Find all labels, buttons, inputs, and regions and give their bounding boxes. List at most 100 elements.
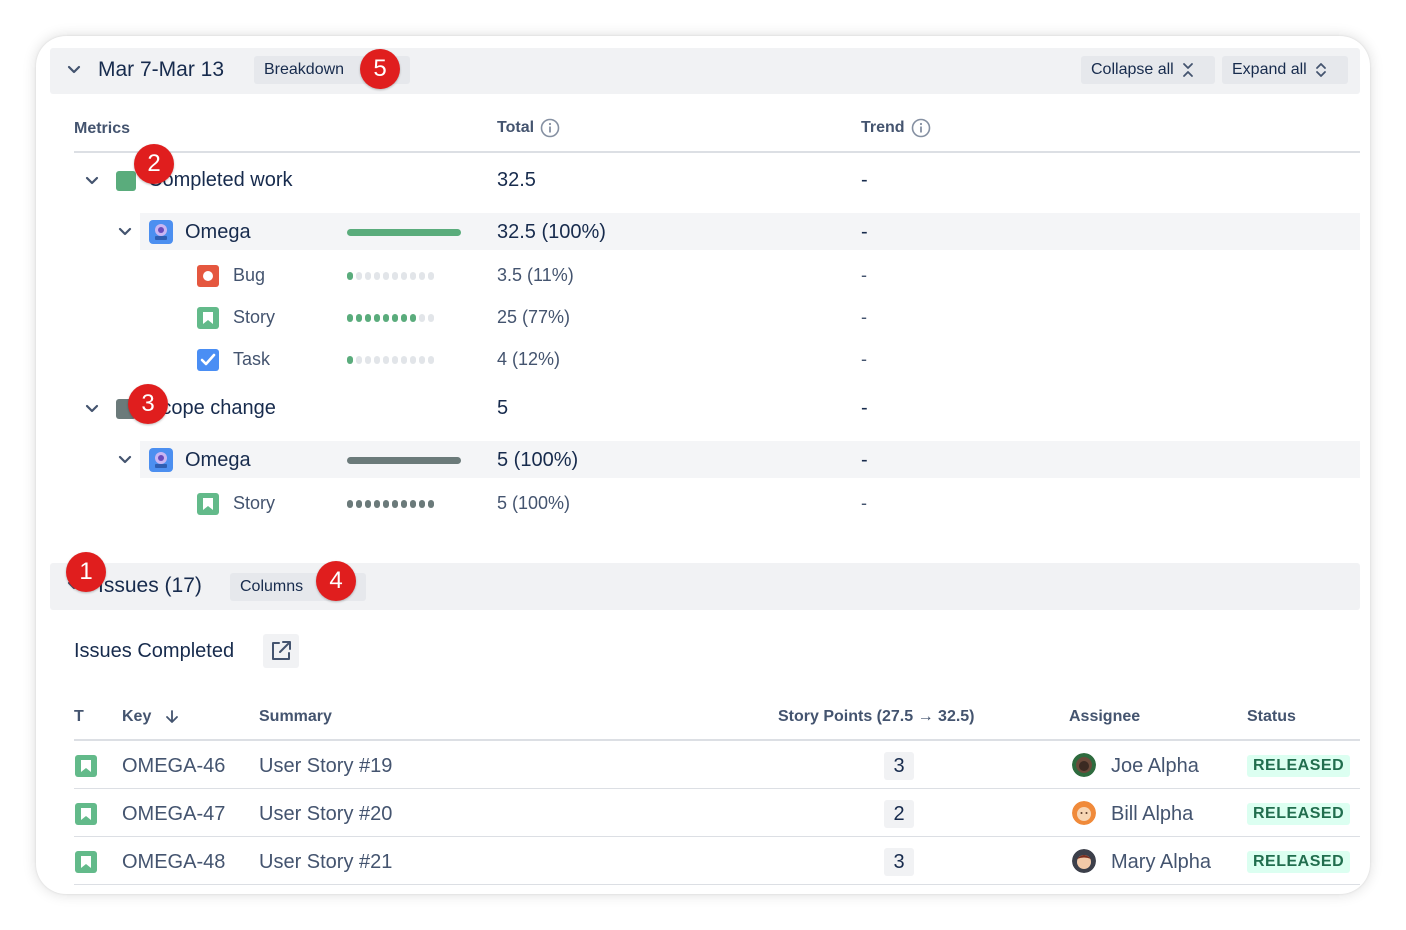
project-total: 5 (100%) <box>497 449 579 471</box>
share-dot-empty <box>410 356 416 364</box>
issue-summary[interactable]: User Story #20 <box>259 803 393 825</box>
issue-type-task: Task <box>233 349 271 369</box>
annotation-badge-3: 3 <box>128 384 168 424</box>
column-header-status: Status <box>1247 708 1296 726</box>
share-dot-filled <box>365 314 371 322</box>
share-dot-filled <box>374 314 380 322</box>
share-dot-filled <box>410 314 416 322</box>
type-total: 3.5 (11%) <box>497 265 574 285</box>
project-trend: - <box>861 221 868 243</box>
avatar <box>1072 753 1096 777</box>
type-total: 25 (77%) <box>497 307 571 327</box>
share-dot-filled <box>365 500 371 508</box>
issue-summary[interactable]: User Story #21 <box>259 851 393 873</box>
chevron-down-icon[interactable] <box>85 176 99 186</box>
story-points-value: 3 <box>884 752 914 780</box>
open-in-new-button[interactable] <box>263 634 299 668</box>
group-total: 5 <box>497 397 509 419</box>
story-icon <box>197 307 219 329</box>
assignee-name: Joe Alpha <box>1111 755 1199 777</box>
chevron-down-icon[interactable] <box>118 227 132 237</box>
type-header-label: T <box>74 708 84 725</box>
type-trend: - <box>861 265 867 285</box>
share-dot-empty <box>401 356 407 364</box>
share-dot-filled <box>356 314 362 322</box>
info-icon[interactable] <box>911 118 931 138</box>
story-points-value: 2 <box>884 800 914 828</box>
avatar <box>1072 849 1096 873</box>
chevron-down-icon[interactable] <box>67 65 81 75</box>
avatar <box>1072 801 1096 825</box>
project-avatar-icon <box>149 220 173 244</box>
collapse-all-label: Collapse all <box>1091 61 1174 78</box>
project-row-bg <box>140 441 1360 478</box>
type-share-dots <box>347 272 434 280</box>
task-icon <box>197 349 219 371</box>
share-dot-filled <box>347 356 353 364</box>
issue-key[interactable]: OMEGA-48 <box>122 851 226 873</box>
annotation-badge-1: 1 <box>66 552 106 592</box>
project-avatar-icon <box>149 448 173 472</box>
share-dot-filled <box>410 500 416 508</box>
project-name-omega: Omega <box>185 221 251 243</box>
column-header-key[interactable]: Key <box>122 708 179 726</box>
assignee-name: Mary Alpha <box>1111 851 1212 873</box>
group-trend: - <box>861 397 868 419</box>
share-dot-filled <box>401 314 407 322</box>
group-total: 32.5 <box>497 169 536 191</box>
header-divider <box>74 151 1360 153</box>
breakdown-label: Breakdown <box>264 61 345 78</box>
story-icon <box>75 755 97 777</box>
issue-type-bug: Bug <box>233 265 266 285</box>
issue-key[interactable]: OMEGA-46 <box>122 755 226 777</box>
arrow-down-icon <box>166 710 179 723</box>
expand-all-button[interactable]: Expand all <box>1222 56 1348 84</box>
info-icon[interactable] <box>540 118 560 138</box>
assignee-name: Bill Alpha <box>1111 803 1194 825</box>
share-dot-empty <box>419 356 425 364</box>
issues-section-title: Issues (17) <box>98 574 202 597</box>
expand-icon <box>1315 63 1326 77</box>
column-header-type: T <box>74 708 84 726</box>
group-label-completed-work: Completed work <box>148 169 293 191</box>
share-dot-filled <box>383 314 389 322</box>
external-link-icon <box>272 641 291 660</box>
share-dot-empty <box>383 272 389 280</box>
story-icon <box>197 493 219 515</box>
project-total: 32.5 (100%) <box>497 221 606 243</box>
annotation-badge-4: 4 <box>316 561 356 601</box>
assignee-header-label: Assignee <box>1069 708 1141 725</box>
share-dot-filled <box>428 500 434 508</box>
issue-key[interactable]: OMEGA-47 <box>122 803 226 825</box>
share-dot-empty <box>365 272 371 280</box>
issue-summary[interactable]: User Story #19 <box>259 755 393 777</box>
completed-work-swatch <box>116 171 136 191</box>
project-row-bg <box>140 213 1360 250</box>
share-dot-empty <box>401 272 407 280</box>
column-header-summary: Summary <box>259 708 332 726</box>
share-dot-empty <box>374 356 380 364</box>
share-dot-empty <box>410 272 416 280</box>
share-dot-filled <box>347 272 353 280</box>
story-icon <box>75 851 97 873</box>
chevron-down-icon[interactable] <box>118 455 132 465</box>
trend-header-label: Trend <box>861 119 905 136</box>
issues-header-divider <box>74 739 1360 741</box>
share-dot-empty <box>392 356 398 364</box>
issues-completed-title: Issues Completed <box>74 640 235 662</box>
sprint-report-card: Mar 7-Mar 13 Breakdown 5 Collapse all Ex… <box>36 36 1370 894</box>
column-header-total: Total <box>497 118 560 138</box>
type-total: 4 (12%) <box>497 349 561 369</box>
issue-type-story: Story <box>233 307 276 327</box>
chevron-down-icon[interactable] <box>85 404 99 414</box>
share-dot-empty <box>419 314 425 322</box>
type-trend: - <box>861 349 867 369</box>
collapse-all-button[interactable]: Collapse all <box>1081 56 1215 84</box>
share-dot-empty <box>383 356 389 364</box>
share-dot-empty <box>365 356 371 364</box>
group-trend: - <box>861 169 868 191</box>
column-header-metrics: Metrics <box>74 120 130 138</box>
sprint-date-range: Mar 7-Mar 13 <box>98 58 225 81</box>
column-header-assignee: Assignee <box>1069 708 1140 726</box>
column-header-trend: Trend <box>861 118 931 138</box>
